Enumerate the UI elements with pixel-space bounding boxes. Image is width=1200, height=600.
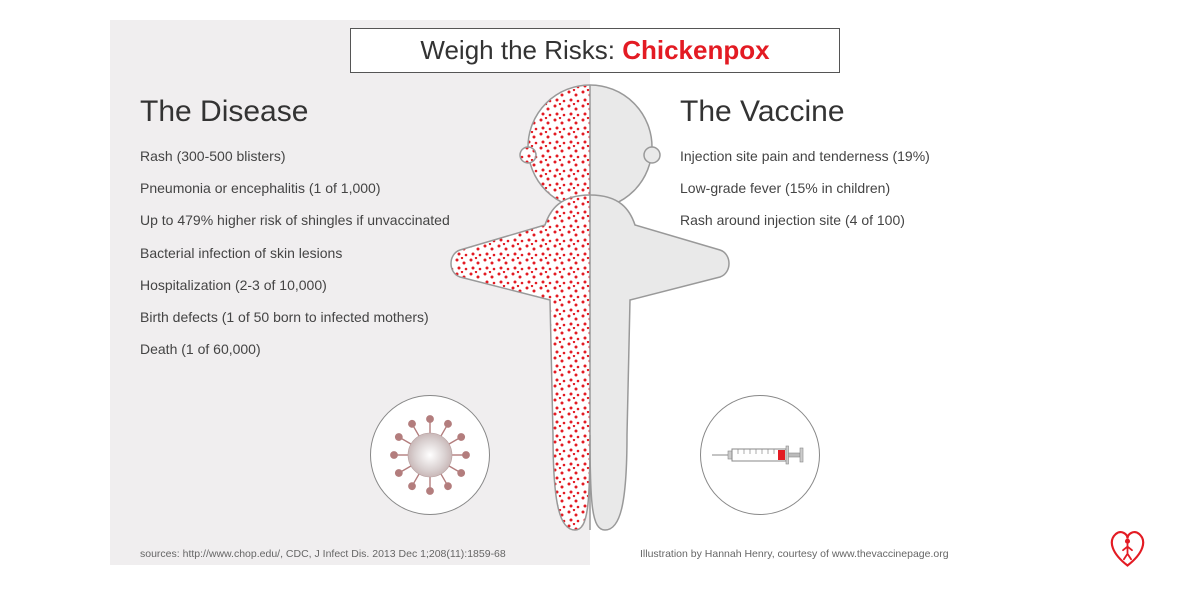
disease-item: Death (1 of 60,000) [140,340,500,358]
syringe-icon-circle [700,395,820,515]
vaccine-item: Rash around injection site (4 of 100) [680,211,1080,229]
vaccine-list: Injection site pain and tenderness (19%)… [680,147,1080,230]
credit-text: Illustration by Hannah Henry, courtesy o… [640,548,949,560]
vaccine-item: Low-grade fever (15% in children) [680,179,1080,197]
disease-item: Up to 479% higher risk of shingles if un… [140,211,500,229]
vaccine-heading: The Vaccine [680,95,1080,129]
vaccine-panel: The Vaccine Injection site pain and tend… [680,95,1080,244]
disease-item: Bacterial infection of skin lesions [140,244,500,262]
disease-item: Rash (300-500 blisters) [140,147,500,165]
disease-item: Hospitalization (2-3 of 10,000) [140,276,500,294]
sources-text: sources: http://www.chop.edu/, CDC, J In… [140,548,506,560]
vaccine-item: Injection site pain and tenderness (19%) [680,147,1080,165]
disease-panel: The Disease Rash (300-500 blisters) Pneu… [140,95,500,372]
virus-icon-circle [370,395,490,515]
disease-list: Rash (300-500 blisters) Pneumonia or enc… [140,147,500,358]
disease-heading: The Disease [140,95,500,129]
syringe-icon [710,440,810,470]
disease-item: Birth defects (1 of 50 born to infected … [140,308,500,326]
title-highlight: Chickenpox [622,35,769,65]
title-box: Weigh the Risks: Chickenpox [350,28,840,73]
title-prefix: Weigh the Risks: [420,35,622,65]
disease-item: Pneumonia or encephalitis (1 of 1,000) [140,179,500,197]
heart-logo-icon [1105,525,1150,570]
virus-icon [385,410,475,500]
